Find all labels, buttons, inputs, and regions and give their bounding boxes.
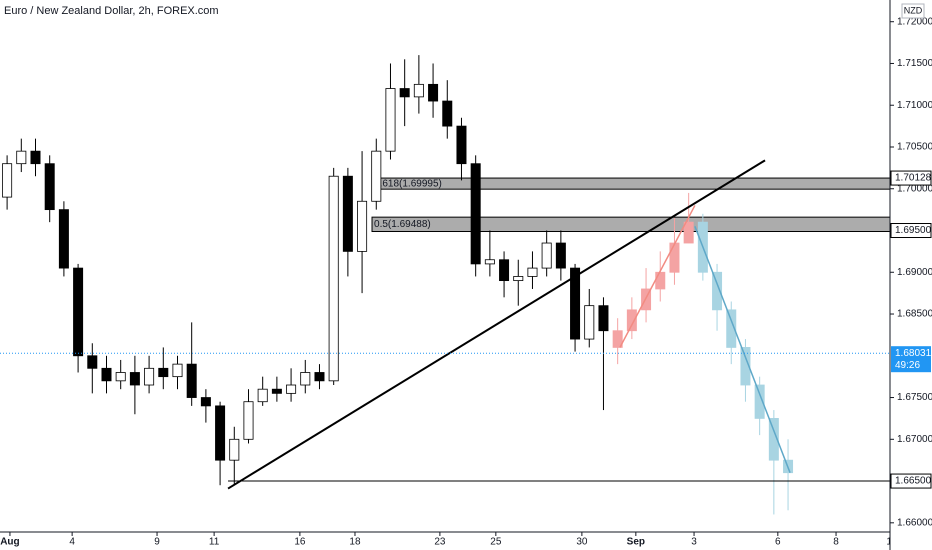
candle-body	[555, 242, 566, 269]
projection-line	[619, 205, 696, 348]
y-tick-label: 1.67000	[897, 434, 932, 445]
candle-body	[58, 209, 69, 269]
candle-body	[428, 83, 439, 102]
candle-body	[598, 305, 609, 332]
candle-body	[584, 305, 595, 340]
y-tick-label: 1.71500	[897, 58, 932, 69]
x-tick-label: 8	[833, 537, 839, 548]
candle-body	[442, 100, 453, 127]
candle-body	[229, 438, 240, 461]
price-tag-label: 1.70128	[895, 173, 932, 184]
candle-body	[328, 175, 339, 382]
candle-body	[300, 372, 311, 386]
candle-body	[413, 83, 424, 98]
last-price-label: 1.68031	[895, 348, 932, 359]
projection-candle-body	[768, 418, 779, 461]
price-tag	[890, 170, 932, 186]
price-tag	[890, 473, 932, 489]
candle-body	[527, 267, 538, 277]
plot-area: Aug 4 9 11 16 18 23 25 30 Sep 3 6 8 10 0.618(1.69995) 0…	[0, 55, 898, 548]
price-tag-label: 1.66500	[895, 476, 932, 487]
candle-body	[271, 388, 282, 394]
candle-body	[115, 372, 126, 382]
candle-body	[286, 384, 297, 394]
x-tick-label: 18	[349, 537, 361, 548]
candle-body	[158, 367, 169, 378]
y-tick-label: 1.68500	[897, 309, 932, 320]
y-tick-label: 1.71000	[897, 100, 932, 111]
candle-body	[499, 259, 510, 282]
x-tick-label: 4	[69, 537, 75, 548]
candle-body	[470, 163, 481, 265]
fib-zone-label: 0.618(1.69995)	[374, 178, 442, 189]
price-tag	[890, 223, 932, 239]
candle-body	[257, 388, 268, 403]
projection-line	[694, 226, 791, 473]
fib-zone	[371, 216, 890, 233]
y-tick-label: 1.70500	[897, 142, 932, 153]
candle-body	[357, 200, 368, 252]
candle-body	[44, 163, 55, 211]
candle-body	[30, 150, 41, 165]
candle-body	[186, 363, 197, 398]
x-tick-label: 3	[691, 537, 697, 548]
trendline	[227, 159, 766, 490]
y-tick-label: 1.66000	[897, 517, 932, 528]
fib-zone	[371, 177, 890, 190]
x-tick-label: 25	[490, 537, 502, 548]
chart-title: Euro / New Zealand Dollar, 2h, FOREX.com	[4, 5, 219, 17]
projection-candle-body	[669, 242, 680, 273]
candle-body	[484, 259, 495, 265]
candle-body	[513, 276, 524, 282]
y-tick-label: 1.72000	[897, 16, 932, 27]
x-tick-label: Sep	[627, 537, 645, 548]
candle-body	[570, 267, 581, 340]
candle-body	[456, 125, 467, 165]
candle-body	[73, 267, 84, 357]
currency: NZD	[904, 5, 923, 15]
candle-body	[16, 150, 27, 165]
candle-body	[399, 88, 410, 98]
countdown-label: 49:26	[895, 360, 920, 371]
x-tick-label: 9	[154, 537, 160, 548]
fib-zone-label: 0.5(1.69488)	[374, 219, 431, 230]
x-tick-label: 16	[294, 537, 306, 548]
x-tick-label: 30	[576, 537, 588, 548]
candle-body	[200, 397, 211, 407]
x-tick-label: Aug	[0, 537, 19, 548]
x-tick-label: 6	[775, 537, 781, 548]
projection-candle-body	[655, 271, 666, 290]
currency-box	[901, 3, 925, 19]
projection-candle-body	[726, 309, 737, 348]
candle-body	[215, 405, 226, 461]
x-tick-label: 11	[209, 537, 220, 548]
y-tick-label: 1.67500	[897, 392, 932, 403]
candle-body	[541, 242, 552, 269]
candle-body	[129, 372, 140, 386]
projection-candle-body	[712, 271, 723, 311]
y-tick-label: 1.70000	[897, 183, 932, 194]
projection-candle-body	[740, 347, 751, 386]
candle-body	[144, 367, 155, 386]
price-axis: 1.66000 1.67000 1.67500 1.68500 1.69000 1.700…	[890, 16, 932, 528]
candle-body	[385, 88, 396, 152]
candle-body	[342, 175, 353, 252]
projection-candle-body	[754, 384, 765, 419]
y-tick-label: 1.69000	[897, 267, 932, 278]
projection-candle-body	[626, 309, 637, 332]
candle-body	[87, 355, 98, 369]
candle-body	[314, 372, 325, 382]
candle-body	[371, 150, 382, 202]
x-tick-label: 23	[434, 537, 446, 548]
projection-candle-body	[612, 330, 623, 348]
candle-body	[101, 367, 112, 382]
candle-body	[2, 163, 13, 198]
last-price-tag	[891, 346, 931, 373]
candle-body	[172, 363, 183, 378]
projection-candle-body	[683, 221, 694, 244]
price-tag-label: 1.69500	[895, 225, 932, 236]
candle-body	[243, 401, 254, 440]
x-tick-label: 10	[886, 537, 898, 548]
